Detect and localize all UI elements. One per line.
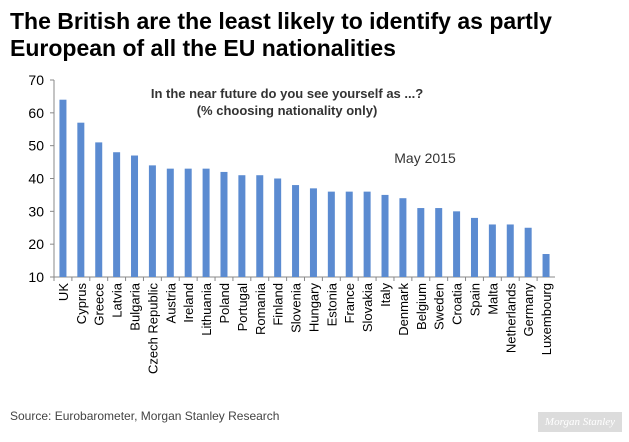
x-tick-label: France bbox=[342, 283, 357, 323]
bar-italy bbox=[381, 194, 389, 277]
x-tick-label: Cyprus bbox=[74, 283, 89, 325]
bar-spain bbox=[470, 217, 478, 277]
x-tick-label: Romania bbox=[253, 282, 268, 335]
x-tick-label: Portugal bbox=[235, 283, 250, 332]
x-tick-label: Slovakia bbox=[360, 282, 375, 332]
x-tick-label: Bulgaria bbox=[128, 282, 143, 330]
chart-title: The British are the least likely to iden… bbox=[10, 8, 552, 61]
chart-subtitle-line: (% choosing nationality only) bbox=[197, 103, 378, 118]
bar-austria bbox=[166, 168, 174, 277]
bar-hungary bbox=[309, 188, 317, 277]
x-tick-label: Hungary bbox=[306, 283, 321, 333]
x-tick-label: Ireland bbox=[181, 283, 196, 323]
x-tick-label: Czech Republic bbox=[145, 283, 160, 375]
y-tick-label: 70 bbox=[28, 72, 44, 88]
x-tick-label: Belgium bbox=[414, 283, 429, 330]
bar-latvia bbox=[113, 152, 121, 277]
bar-cyprus bbox=[77, 122, 85, 277]
bar-poland bbox=[220, 171, 228, 277]
x-tick-label: Sweden bbox=[432, 283, 447, 330]
bar-malta bbox=[488, 224, 496, 277]
x-tick-label: Croatia bbox=[450, 282, 465, 325]
bar-finland bbox=[274, 178, 282, 277]
y-tick-label: 40 bbox=[28, 171, 44, 187]
bar-france bbox=[345, 191, 353, 277]
x-tick-label: Malta bbox=[485, 282, 500, 315]
x-tick-label: Germany bbox=[521, 283, 536, 337]
bar-portugal bbox=[238, 175, 246, 277]
bar-ireland bbox=[184, 168, 192, 277]
bar-luxembourg bbox=[542, 254, 550, 277]
chart-subtitle-line: In the near future do you see yourself a… bbox=[151, 86, 423, 101]
bar-sweden bbox=[435, 208, 443, 277]
date-annotation: May 2015 bbox=[394, 150, 456, 166]
bar-slovenia bbox=[292, 185, 300, 277]
morgan-stanley-watermark: Morgan Stanley bbox=[538, 412, 622, 432]
bar-greece bbox=[95, 142, 103, 277]
x-tick-label: Latvia bbox=[110, 282, 125, 317]
bar-uk bbox=[59, 99, 67, 277]
bar-romania bbox=[256, 175, 264, 277]
x-tick-label: Lithuania bbox=[199, 282, 214, 336]
x-tick-label: Italy bbox=[378, 283, 393, 307]
y-tick-label: 20 bbox=[28, 236, 44, 252]
x-tick-label: Greece bbox=[92, 283, 107, 326]
bar-netherlands bbox=[506, 224, 514, 277]
bar-bulgaria bbox=[131, 155, 139, 277]
x-tick-label: Denmark bbox=[396, 283, 411, 336]
source-note: Source: Eurobarometer, Morgan Stanley Re… bbox=[10, 409, 280, 423]
y-tick-label: 30 bbox=[28, 203, 44, 219]
x-tick-label: Slovenia bbox=[289, 282, 304, 333]
bar-lithuania bbox=[202, 168, 210, 277]
bar-czech-republic bbox=[148, 165, 156, 277]
x-tick-label: Austria bbox=[163, 282, 178, 323]
bar-germany bbox=[524, 227, 532, 277]
bar-croatia bbox=[453, 211, 461, 277]
x-tick-label: Estonia bbox=[324, 282, 339, 326]
y-tick-label: 50 bbox=[28, 138, 44, 154]
bar-belgium bbox=[417, 208, 425, 277]
x-tick-label: Netherlands bbox=[503, 283, 518, 354]
x-tick-label: Luxembourg bbox=[539, 283, 554, 355]
x-tick-label: Finland bbox=[271, 283, 286, 326]
x-tick-label: Spain bbox=[467, 283, 482, 316]
x-tick-label: Poland bbox=[217, 283, 232, 323]
bar-estonia bbox=[327, 191, 335, 277]
y-tick-label: 10 bbox=[28, 269, 44, 285]
y-tick-label: 60 bbox=[28, 105, 44, 121]
bar-denmark bbox=[399, 198, 407, 277]
x-tick-label: UK bbox=[56, 283, 71, 301]
bar-slovakia bbox=[363, 191, 371, 277]
